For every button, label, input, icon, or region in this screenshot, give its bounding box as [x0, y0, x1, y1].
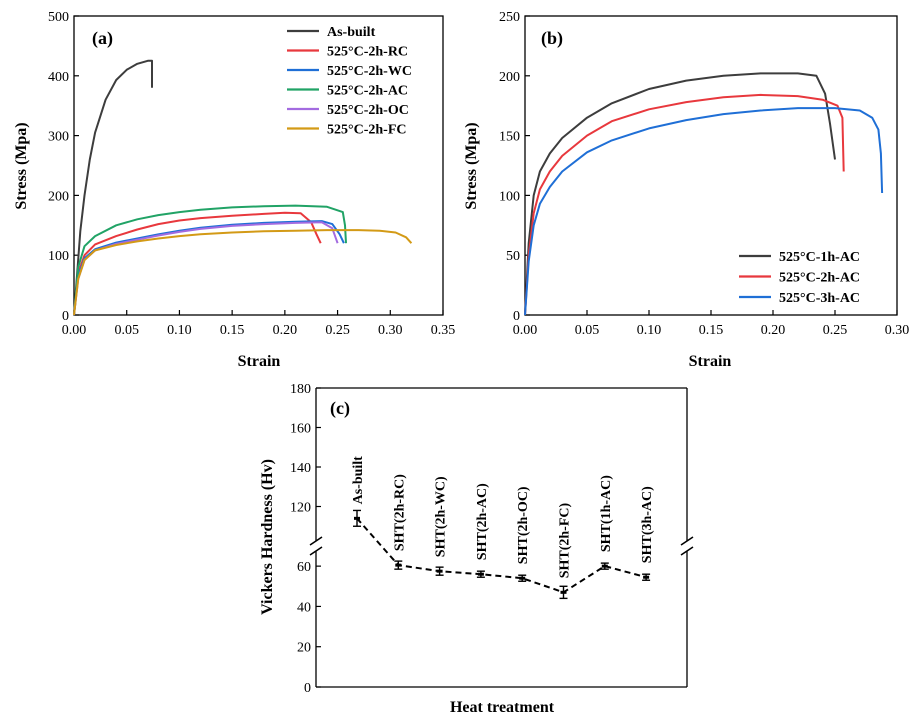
panel-a-y-tick-label: 500: [48, 10, 69, 25]
panel-a-x-tick-label: 0.00: [62, 323, 87, 338]
panel-c-data-point: [354, 516, 360, 520]
panel-c-axis-break-mark: [680, 546, 694, 556]
panel-a-legend-label: 525°C-2h-FC: [327, 123, 406, 138]
panel-b-stress-strain: 0.00 0.05 0.10 0.15 0.20 0.25 0.30 0 50 100 150 200…: [463, 10, 909, 370]
panel-b-y-tick-label: 0: [513, 309, 520, 324]
panel-a-legend-label: 525°C-2h-RC: [327, 45, 408, 60]
panel-b-y-tick-label: 100: [499, 189, 520, 204]
panel-b-series-line: [524, 93, 845, 316]
panel-c-category-label: SHT(1h-AC): [599, 475, 614, 552]
panel-b-series-line: [524, 107, 884, 316]
panel-c-category-label: As-built: [351, 456, 366, 505]
panel-a-y-tick-label: 100: [48, 249, 69, 264]
panel-a-y-tick-label: 400: [48, 70, 69, 85]
panel-a-series-line: [73, 59, 153, 316]
panel-a-x-tick-label: 0.30: [378, 323, 403, 338]
panel-a-legend-label: 525°C-2h-OC: [327, 103, 409, 118]
panel-c-axis-break-mark: [680, 536, 694, 546]
panel-b-plot-area: 0.00 0.05 0.10 0.15 0.20 0.25 0.30 0 50 100 150 200…: [499, 10, 909, 338]
panel-b-y-tick-label: 150: [499, 130, 520, 145]
panel-b-x-tick-label: 0.15: [699, 323, 724, 338]
panel-b-x-tick-label: 0.20: [761, 323, 786, 338]
panel-c-y-axis-title: Vickers Hardness (Hv): [259, 459, 276, 615]
panel-c-data-point: [436, 569, 443, 573]
panel-a-x-tick-label: 0.35: [431, 323, 456, 338]
panel-c-data-point: [477, 572, 484, 576]
panel-a-plot-area: 0.00 0.05 0.10 0.15 0.20 0.25 0.30 0.35 0 100 200 3…: [48, 10, 455, 338]
panel-a-series-line: [73, 229, 413, 316]
panel-c-plot-area: 0 20 40 60 120 140 160 180 As-built SHT(2h-RC) SHT…: [290, 382, 694, 696]
panel-a-label: (a): [92, 28, 113, 49]
panel-c-y-tick-label: 40: [297, 600, 311, 615]
panel-c-y-tick-label: 180: [290, 382, 311, 397]
panel-c-data-point: [643, 575, 650, 579]
panel-c-y-tick-label: 160: [290, 422, 311, 437]
panel-b-y-tick-label: 50: [506, 249, 520, 264]
panel-c-data-point: [560, 590, 567, 594]
panel-c-data-point: [601, 564, 608, 568]
panel-c-category-label: SHT(3h-AC): [640, 486, 655, 563]
panel-a-y-tick-label: 300: [48, 130, 69, 145]
panel-c-y-tick-label: 140: [290, 461, 311, 476]
panel-a-x-tick-label: 0.25: [325, 323, 350, 338]
panel-c-category-label: SHT(2h-RC): [392, 474, 407, 551]
panel-b-y-tick-label: 200: [499, 70, 520, 85]
panel-c-y-tick-label: 60: [297, 560, 311, 575]
panel-c-y-tick-label: 0: [304, 681, 311, 696]
panel-c-axis-break-mark: [309, 536, 323, 546]
panel-c-data-point: [519, 576, 526, 580]
panel-b-legend-label: 525°C-3h-AC: [779, 291, 860, 306]
panel-a-y-axis-title: Stress (Mpa): [13, 122, 30, 209]
panel-c-category-label: SHT(2h-OC): [516, 486, 531, 564]
panel-c-hardness: 0 20 40 60 120 140 160 180 As-built SHT(2h-RC) SHT…: [259, 382, 694, 716]
panel-a-stress-strain: 0.00 0.05 0.10 0.15 0.20 0.25 0.30 0.35 0 100 200 3…: [13, 10, 455, 370]
panel-c-category-label: SHT(2h-FC): [558, 503, 573, 579]
panel-c-category-label: SHT(2h-AC): [475, 483, 490, 560]
panel-b-y-tick-label: 250: [499, 10, 520, 25]
panel-a-x-axis-title: Strain: [238, 353, 281, 370]
panel-c-y-tick-label: 20: [297, 641, 311, 656]
panel-b-series-line: [524, 72, 836, 316]
panel-c-label: (c): [330, 398, 350, 419]
panel-c-axis-break-mark: [309, 546, 323, 556]
panel-a-x-tick-label: 0.05: [114, 323, 139, 338]
panel-b-x-tick-label: 0.00: [513, 323, 538, 338]
panel-a-x-tick-label: 0.10: [167, 323, 192, 338]
panel-c-y-tick-label: 120: [290, 501, 311, 516]
panel-a-series-line: [73, 211, 322, 316]
panel-b-x-tick-label: 0.25: [823, 323, 848, 338]
panel-b-legend-label: 525°C-2h-AC: [779, 271, 860, 286]
panel-a-x-tick-label: 0.20: [273, 323, 298, 338]
panel-a-legend-label: 525°C-2h-AC: [327, 84, 408, 99]
panel-b-x-tick-label: 0.30: [885, 323, 910, 338]
panel-a-y-tick-label: 200: [48, 189, 69, 204]
panel-a-y-tick-label: 0: [62, 309, 69, 324]
panel-b-y-axis-title: Stress (Mpa): [463, 122, 480, 209]
panel-b-x-axis-title: Strain: [689, 353, 732, 370]
panel-a-legend-label: 525°C-2h-WC: [327, 64, 412, 79]
panel-a-legend-label: As-built: [327, 25, 376, 40]
panel-b-x-tick-label: 0.05: [575, 323, 600, 338]
panel-b-label: (b): [541, 28, 563, 49]
panel-a-frame: [73, 15, 444, 316]
panel-c-category-label: SHT(2h-WC): [434, 476, 449, 557]
panel-c-data-point: [395, 563, 402, 567]
panel-c-trend-line: [356, 517, 647, 594]
panel-b-x-tick-label: 0.10: [637, 323, 662, 338]
panel-a-series-line: [73, 220, 345, 316]
panel-a-series-line: [73, 204, 347, 316]
panel-b-legend-label: 525°C-1h-AC: [779, 250, 860, 265]
panel-a-x-tick-label: 0.15: [220, 323, 245, 338]
panel-c-x-axis-title: Heat treatment: [450, 699, 555, 716]
